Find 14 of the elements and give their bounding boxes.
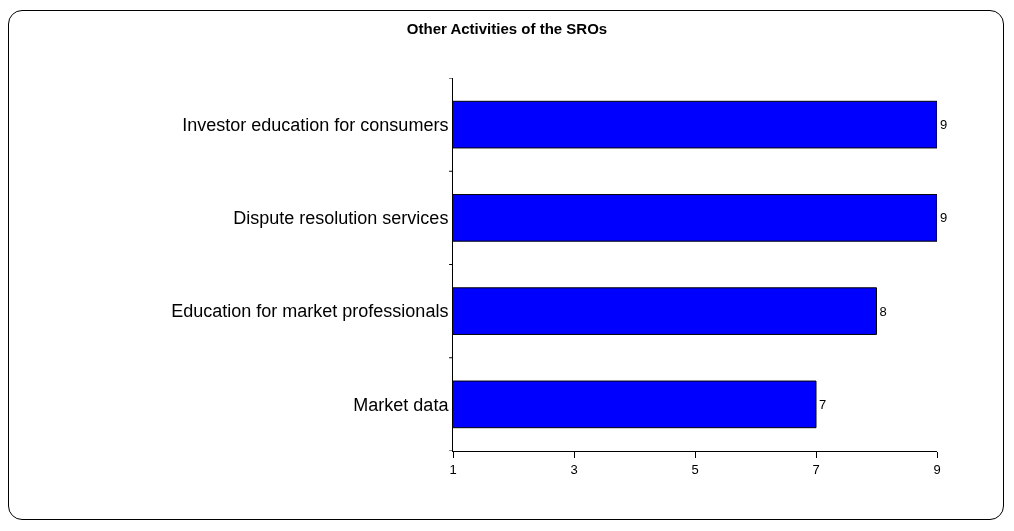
x-tick-label: 7 xyxy=(812,461,820,477)
data-label: 8 xyxy=(879,303,887,319)
x-tick-label: 5 xyxy=(691,461,699,477)
data-label: 7 xyxy=(819,396,827,412)
y-tick-label: Education for market professionals xyxy=(171,301,449,322)
chart-title: Other Activities of the SROs xyxy=(406,20,608,38)
x-tick-label: 1 xyxy=(449,461,457,477)
x-tick-label: 9 xyxy=(933,461,941,477)
y-tick-label: Investor education for consumers xyxy=(182,114,449,135)
data-label: 9 xyxy=(940,210,948,226)
data-label: 9 xyxy=(940,117,948,133)
x-tick-label: 3 xyxy=(570,461,578,477)
y-tick-label: Market data xyxy=(353,394,450,415)
y-tick-label: Dispute resolution services xyxy=(233,208,449,229)
